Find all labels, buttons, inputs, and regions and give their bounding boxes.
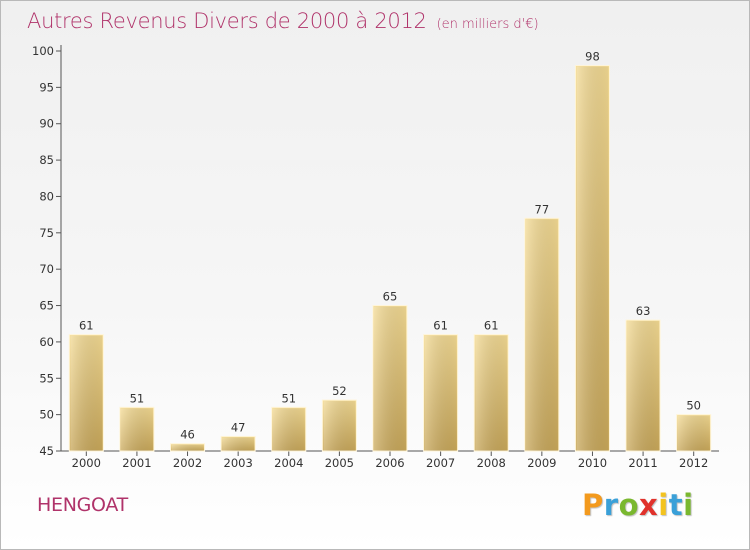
x-tick-label: 2010 <box>578 456 607 470</box>
y-tick-label: 55 <box>39 371 54 385</box>
x-tick-label: 2001 <box>122 456 151 470</box>
bar-value-label: 51 <box>281 391 296 405</box>
y-tick-label: 85 <box>39 153 54 167</box>
bar-highlight <box>525 219 558 451</box>
logo-letter: r <box>603 488 619 522</box>
logo-letter: P <box>582 488 604 522</box>
x-tick-label: 2011 <box>628 456 657 470</box>
bar-highlight <box>627 321 660 451</box>
y-tick-label: 95 <box>39 80 54 94</box>
bar-highlight <box>424 335 457 451</box>
bar-highlight <box>120 408 153 451</box>
bar-value-label: 46 <box>180 428 195 442</box>
bar-value-label: 63 <box>636 304 651 318</box>
chart-title-text: Autres Revenus Divers de 2000 à 2012 <box>27 9 427 33</box>
chart-title: Autres Revenus Divers de 2000 à 2012 (en … <box>27 9 539 33</box>
chart-unit: (en milliers d'€) <box>436 17 539 32</box>
y-tick-label: 75 <box>39 226 54 240</box>
x-tick-label: 2006 <box>375 456 404 470</box>
bar-highlight <box>323 401 356 451</box>
x-tick-label: 2012 <box>679 456 708 470</box>
bar-value-label: 47 <box>231 420 246 434</box>
y-tick-label: 65 <box>39 299 54 313</box>
y-tick-label: 50 <box>39 408 54 422</box>
bar-highlight <box>374 306 406 451</box>
x-tick-label: 2007 <box>426 456 455 470</box>
bar-highlight <box>576 66 609 451</box>
bar-highlight <box>272 408 305 451</box>
x-tick-label: 2003 <box>224 456 253 470</box>
y-tick-label: 70 <box>39 262 54 276</box>
y-tick-label: 45 <box>39 444 54 458</box>
x-tick-label: 2009 <box>527 456 556 470</box>
logo-letter: i <box>683 488 694 522</box>
y-tick-label: 80 <box>39 189 54 203</box>
bar-value-label: 98 <box>585 50 600 64</box>
bar-highlight <box>222 437 255 451</box>
bar-value-label: 61 <box>484 319 499 333</box>
bar-highlight <box>677 415 710 451</box>
bars: 61 51 46 47 51 52 65 61 61 77 98 63 50 <box>68 50 712 452</box>
logo-letter: t <box>668 488 684 522</box>
axes: 45 50 55 60 65 70 75 80 85 90 95 100 2000 2001 2002 200… <box>32 44 719 470</box>
bar-value-label: 61 <box>433 319 448 333</box>
bar-value-label: 52 <box>332 384 347 398</box>
y-tick-label: 90 <box>39 117 54 131</box>
bar-highlight <box>171 444 204 451</box>
bar-value-label: 77 <box>535 202 550 216</box>
logo-letter: x <box>639 488 659 522</box>
x-tick-label: 2004 <box>274 456 303 470</box>
logo-letter: o <box>618 488 640 522</box>
bar-highlight <box>70 335 103 451</box>
bar-highlight <box>475 335 508 451</box>
x-tick-label: 2002 <box>173 456 202 470</box>
y-tick-label: 60 <box>39 335 54 349</box>
proxiti-logo: Proxiti <box>582 488 694 522</box>
logo-letter: i <box>658 488 669 522</box>
y-tick-label: 100 <box>32 44 54 58</box>
bar-value-label: 51 <box>130 391 145 405</box>
x-tick-label: 2000 <box>72 456 101 470</box>
place-name: HENGOAT <box>37 494 128 516</box>
bar-value-label: 65 <box>383 290 398 304</box>
bar-value-label: 50 <box>686 399 701 413</box>
x-tick-label: 2008 <box>477 456 506 470</box>
bar-value-label: 61 <box>79 319 94 333</box>
x-tick-label: 2005 <box>325 456 354 470</box>
